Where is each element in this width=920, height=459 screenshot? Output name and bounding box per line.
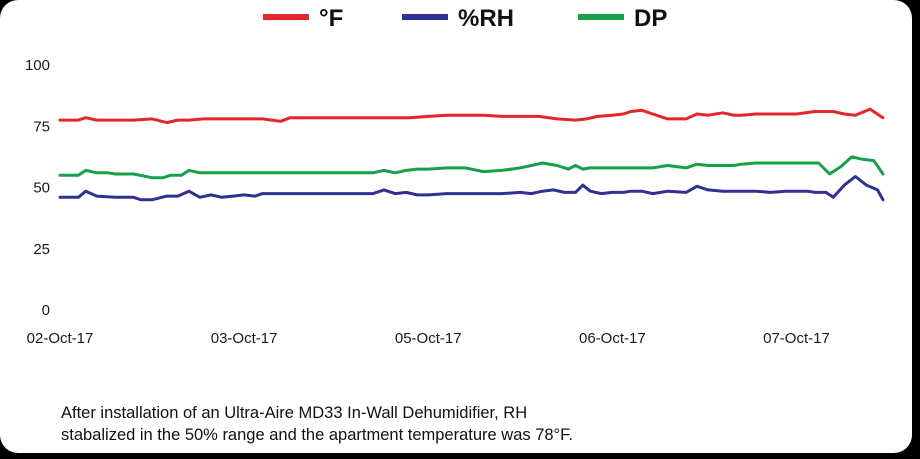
x-tick-label: 05-Oct-17 [395,330,462,347]
caption-line-1: After installation of an Ultra-Aire MD33… [61,404,528,422]
y-tick-label: 100 [25,57,50,74]
series-line-f [58,107,885,125]
x-tick-label: 07-Oct-17 [763,330,830,347]
legend-label-rh: %RH [458,5,514,32]
series-line-dp [58,155,885,180]
legend: °F %RH DP [263,5,667,32]
line-chart: °F %RH DP 0 25 50 75 100 02-Oct-17 03-Oct-17 05-… [25,5,885,347]
y-tick-label: 50 [33,180,50,197]
legend-label-f: °F [319,5,343,32]
y-tick-label: 75 [33,118,50,135]
series-line-rh [58,175,885,202]
y-axis: 0 25 50 75 100 [25,57,50,319]
x-tick-label: 02-Oct-17 [27,330,94,347]
legend-label-dp: DP [634,5,667,32]
y-tick-label: 25 [33,241,50,258]
plot-lines [58,107,885,202]
x-tick-label: 03-Oct-17 [211,330,278,347]
x-axis: 02-Oct-17 03-Oct-17 05-Oct-17 06-Oct-17 07-O… [27,330,830,347]
chart-caption: After installation of an Ultra-Aire MD33… [61,402,881,446]
caption-line-2: stabalized in the 50% range and the apar… [61,426,573,444]
chart-panel: °F %RH DP 0 25 50 75 100 02-Oct-17 03-Oct-17 05-… [0,0,912,453]
x-tick-label: 06-Oct-17 [579,330,646,347]
y-tick-label: 0 [42,302,50,319]
